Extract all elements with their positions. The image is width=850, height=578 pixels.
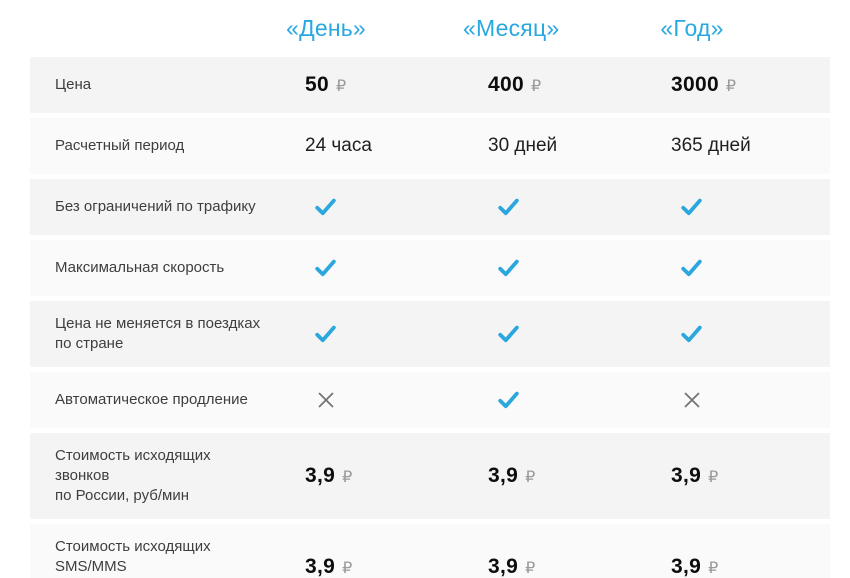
table-row: Автоматическое продление	[30, 372, 830, 428]
cell-day: 50 ₽	[280, 73, 463, 97]
price-value: 3,9 ₽	[305, 464, 352, 488]
check-icon	[315, 325, 336, 343]
row-label: Цена не меняется в поездках по стране	[55, 315, 261, 352]
cell-year	[646, 325, 830, 343]
text-value: 365 дней	[671, 135, 751, 156]
ruble-sign: ₽	[725, 76, 737, 95]
ruble-sign: ₽	[335, 76, 347, 95]
cell-day	[280, 392, 463, 408]
price-number: 50	[305, 73, 329, 96]
check-icon	[315, 259, 336, 277]
cross-icon	[318, 392, 334, 408]
cell-year	[646, 198, 830, 216]
cell-month	[463, 259, 646, 277]
cell-day: 3,9 ₽	[280, 464, 463, 488]
check-icon	[498, 198, 519, 216]
price-value: 3000 ₽	[671, 73, 736, 97]
check-icon	[681, 325, 702, 343]
cell-month	[463, 391, 646, 409]
table-row: Расчетный период 24 часа 30 дней 365 дне…	[30, 118, 830, 174]
column-header-month-label: «Месяц»	[463, 15, 560, 41]
check-icon	[315, 198, 336, 216]
price-number: 3,9	[488, 464, 519, 487]
column-header-day: «День»	[280, 9, 463, 47]
table-header-row: «День» «Месяц» «Год»	[30, 0, 830, 57]
text-value: 30 дней	[488, 135, 558, 156]
price-number: 3000	[671, 73, 719, 96]
table-row: Без ограничений по трафику	[30, 179, 830, 235]
cell-year: 3,9 ₽	[646, 464, 830, 488]
ruble-sign: ₽	[525, 467, 536, 486]
cell-month	[463, 198, 646, 216]
cell-year	[646, 392, 830, 408]
row-label: Максимальная скорость	[55, 259, 225, 276]
cell-month	[463, 325, 646, 343]
cell-month: 400 ₽	[463, 73, 646, 97]
price-number: 3,9	[305, 555, 336, 578]
cell-month: 3,9 ₽	[463, 555, 646, 578]
cross-icon	[684, 392, 700, 408]
cell-day	[280, 198, 463, 216]
table-row: Цена 50 ₽ 400 ₽ 3000 ₽	[30, 57, 830, 113]
ruble-sign: ₽	[342, 558, 353, 577]
row-label: Стоимость исходящих SMS/MMS по России, р…	[55, 538, 211, 575]
table-body: Цена 50 ₽ 400 ₽ 3000 ₽ Расчетный период 24 …	[30, 57, 830, 578]
price-number: 3,9	[671, 464, 702, 487]
cell-year	[646, 259, 830, 277]
table-row: Максимальная скорость	[30, 240, 830, 296]
row-label: Расчетный период	[55, 137, 185, 154]
ruble-sign: ₽	[708, 467, 719, 486]
price-value: 3,9 ₽	[488, 464, 535, 488]
cell-month: 30 дней	[463, 135, 646, 157]
cell-month: 3,9 ₽	[463, 464, 646, 488]
check-icon	[498, 325, 519, 343]
check-icon	[681, 259, 702, 277]
price-value: 50 ₽	[305, 73, 346, 97]
cell-day: 24 часа	[280, 135, 463, 157]
cell-year: 3000 ₽	[646, 73, 830, 97]
table-row: Цена не меняется в поездках по стране	[30, 301, 830, 367]
ruble-sign: ₽	[530, 76, 542, 95]
price-value: 3,9 ₽	[671, 464, 718, 488]
row-label: Цена	[55, 76, 92, 93]
text-value: 24 часа	[305, 135, 372, 156]
table-row: Стоимость исходящих звонков по России, р…	[30, 433, 830, 519]
check-icon	[681, 198, 702, 216]
tariff-table: «День» «Месяц» «Год» Цена 50 ₽ 400 ₽ 3000 ₽…	[30, 0, 830, 578]
check-icon	[498, 391, 519, 409]
check-icon	[498, 259, 519, 277]
row-label: Без ограничений по трафику	[55, 198, 256, 215]
ruble-sign: ₽	[708, 558, 719, 577]
cell-year: 3,9 ₽	[646, 555, 830, 578]
price-value: 3,9 ₽	[671, 555, 718, 578]
ruble-sign: ₽	[525, 558, 536, 577]
price-number: 3,9	[671, 555, 702, 578]
price-number: 3,9	[305, 464, 336, 487]
price-number: 400	[488, 73, 524, 96]
cell-year: 365 дней	[646, 135, 830, 157]
column-header-month: «Месяц»	[463, 9, 646, 47]
column-header-year-label: «Год»	[660, 15, 724, 41]
row-label: Автоматическое продление	[55, 391, 248, 408]
cell-day: 3,9 ₽	[280, 555, 463, 578]
row-label: Стоимость исходящих звонков по России, р…	[55, 447, 211, 504]
column-header-year: «Год»	[646, 9, 830, 47]
ruble-sign: ₽	[342, 467, 353, 486]
price-value: 400 ₽	[488, 73, 541, 97]
cell-day	[280, 325, 463, 343]
price-value: 3,9 ₽	[305, 555, 352, 578]
cell-day	[280, 259, 463, 277]
table-row: Стоимость исходящих SMS/MMS по России, р…	[30, 524, 830, 578]
column-header-day-label: «День»	[286, 15, 366, 41]
price-number: 3,9	[488, 555, 519, 578]
price-value: 3,9 ₽	[488, 555, 535, 578]
